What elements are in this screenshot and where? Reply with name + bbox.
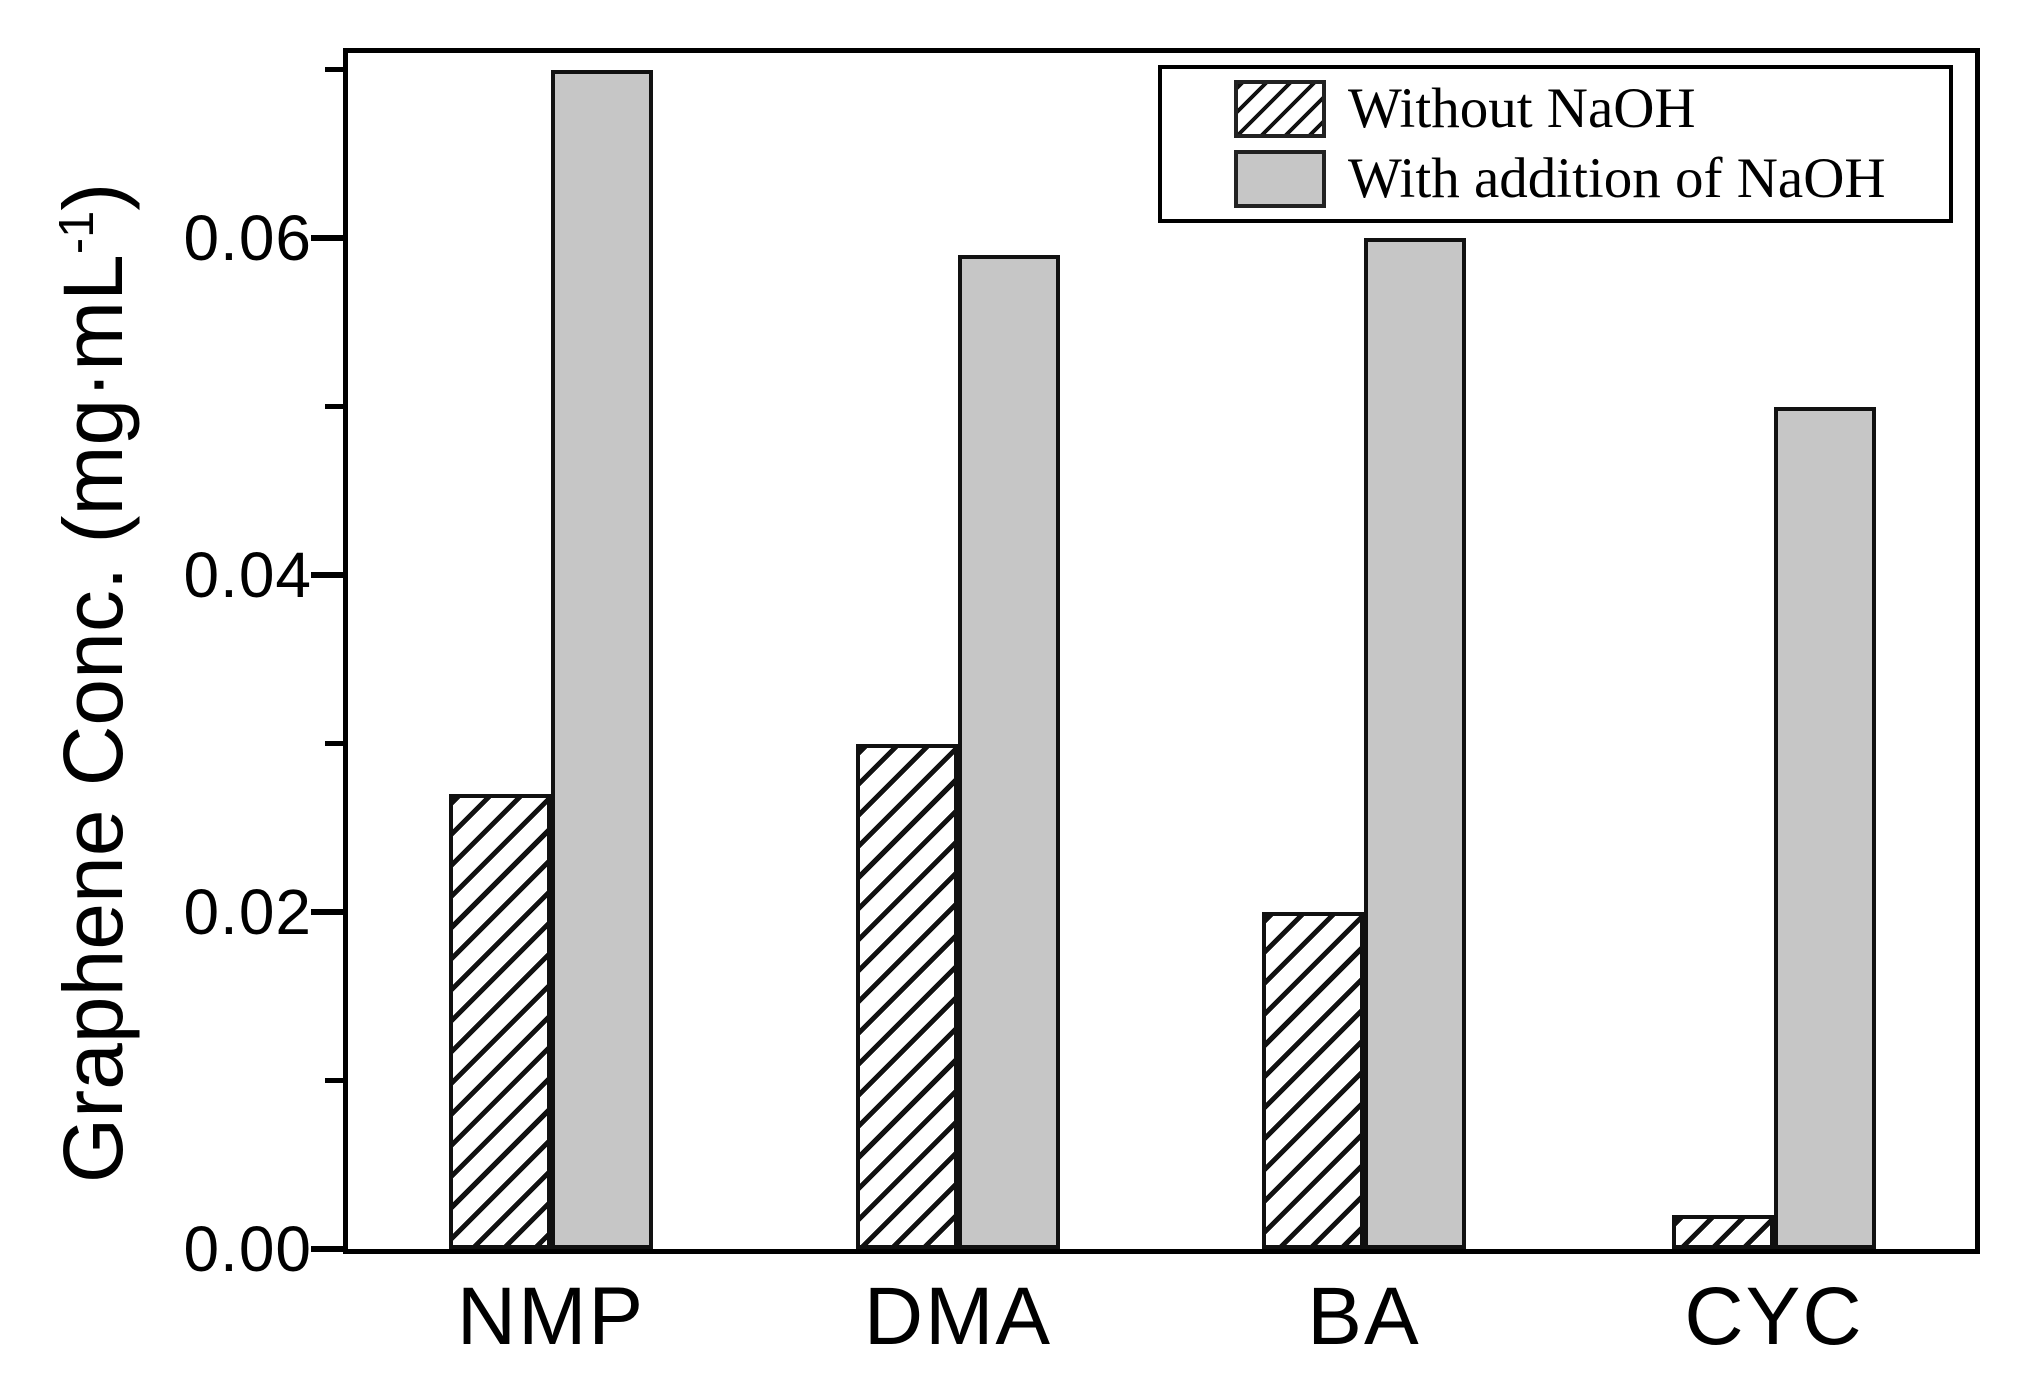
y-tick-label-0.06: 0.06 <box>183 202 312 275</box>
y-minor-tick <box>325 1078 348 1084</box>
plot-area <box>343 48 1980 1254</box>
y-major-tick <box>311 909 348 916</box>
x-tick-label-dma: DMA <box>863 1271 1053 1362</box>
bar-ba-with-addition-of-naoh <box>1364 238 1466 1249</box>
bar-dma-with-addition-of-naoh <box>958 255 1060 1249</box>
y-major-tick <box>311 572 348 579</box>
y-tick-label-0.00: 0.00 <box>183 1213 312 1285</box>
y-tick-label-0.02: 0.02 <box>183 876 312 949</box>
legend-label: Without NaOH <box>1348 77 1696 140</box>
x-tick-label-ba: BA <box>1307 1271 1421 1362</box>
y-minor-tick <box>325 404 348 410</box>
bar-dma-without-naoh <box>856 744 958 1249</box>
hatched-swatch-icon <box>1234 80 1326 138</box>
y-axis-title: Graphene Conc. (mg·mL-1) <box>35 183 140 1183</box>
y-major-tick <box>311 235 348 242</box>
bar-nmp-without-naoh <box>449 794 551 1249</box>
y-minor-tick <box>325 67 348 73</box>
legend-label: With addition of NaOH <box>1348 147 1886 210</box>
y-axis-title-text: Graphene Conc. (mg·mL <box>46 254 140 1184</box>
y-minor-tick <box>325 741 348 747</box>
bar-nmp-with-addition-of-naoh <box>551 70 653 1249</box>
bar-cyc-with-addition-of-naoh <box>1774 407 1876 1249</box>
legend-item-without-naoh: Without NaOH <box>1234 79 1949 139</box>
legend: Without NaOH With addition of NaOH <box>1158 65 1953 223</box>
gray-swatch-icon <box>1234 150 1326 208</box>
bar-cyc-without-naoh <box>1672 1215 1774 1249</box>
y-tick-label-0.04: 0.04 <box>183 539 312 612</box>
y-major-tick <box>311 1246 348 1252</box>
x-tick-label-cyc: CYC <box>1684 1271 1864 1362</box>
bar-ba-without-naoh <box>1262 912 1364 1249</box>
x-tick-label-nmp: NMP <box>456 1271 646 1362</box>
legend-item-with-naoh: With addition of NaOH <box>1234 149 1949 209</box>
